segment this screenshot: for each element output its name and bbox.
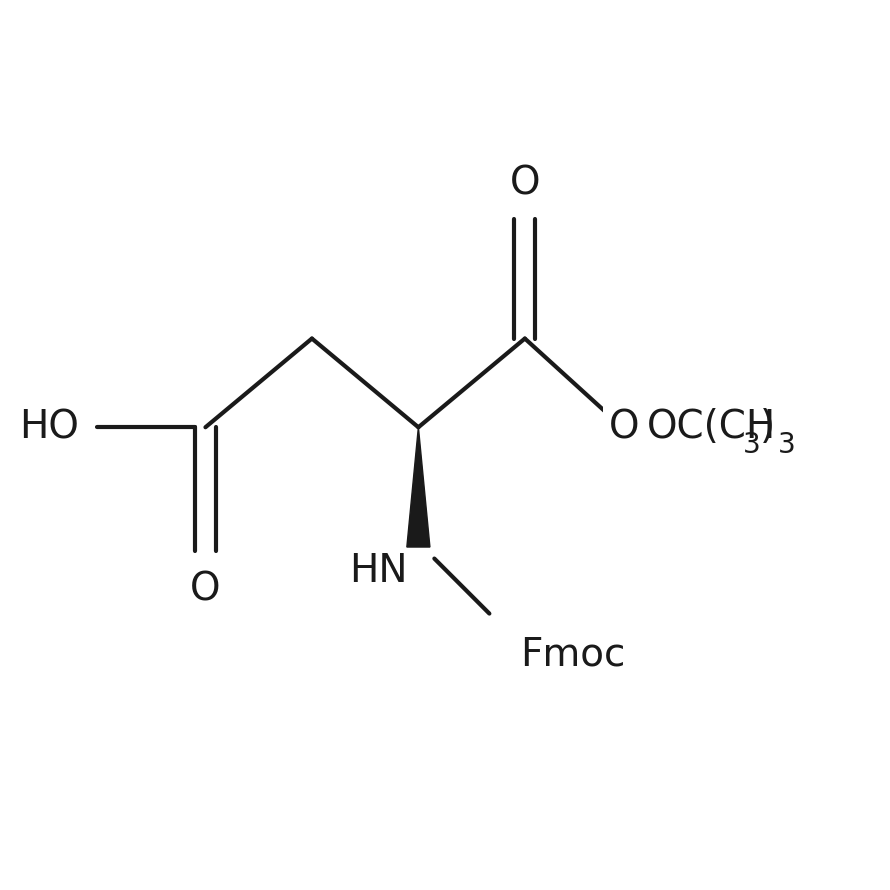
Text: O: O (609, 409, 640, 446)
Polygon shape (407, 427, 430, 547)
Text: 3: 3 (743, 431, 761, 459)
Text: O: O (190, 571, 221, 609)
Text: HN: HN (349, 553, 408, 590)
Text: O: O (510, 165, 540, 203)
Text: 3: 3 (778, 431, 796, 459)
Text: O: O (609, 409, 640, 446)
Text: Fmoc: Fmoc (521, 635, 626, 674)
Text: OC(CH: OC(CH (647, 409, 777, 446)
Text: HO: HO (20, 409, 79, 446)
Text: ): ) (760, 409, 775, 446)
